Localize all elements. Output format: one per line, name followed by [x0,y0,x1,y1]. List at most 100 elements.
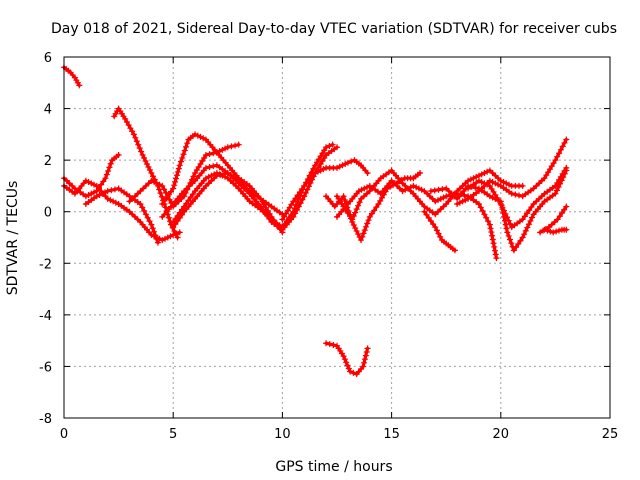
data-point-marker [91,189,98,196]
data-point-marker [110,198,117,205]
data-point-marker [425,214,432,221]
data-point-marker [499,204,506,211]
data-point-marker [490,188,497,195]
data-point-marker [178,158,184,165]
data-point-marker [561,206,568,213]
data-point-marker [330,341,337,348]
data-point-marker [481,180,488,187]
data-point-marker [107,197,114,204]
data-point-marker [284,207,291,214]
data-point-marker [432,224,439,231]
data-point-marker [170,219,177,226]
data-point-marker [525,221,532,228]
data-point-marker [294,199,301,206]
data-point-marker [148,170,155,177]
data-point-marker [563,203,570,210]
data-point-marker [557,173,564,180]
data-point-marker [486,193,493,200]
data-point-marker [308,169,315,176]
data-point-marker [473,173,480,180]
data-point-marker [219,146,226,153]
y-tick-label: -6 [39,360,52,375]
data-point-marker [161,197,168,204]
data-point-marker [364,345,371,352]
data-point-marker [353,228,360,235]
data-point-marker [439,186,446,193]
plot-frame [63,56,611,419]
data-point-marker [123,118,130,125]
data-point-marker [502,221,509,228]
data-point-marker [481,170,488,177]
data-point-marker [107,160,114,167]
data-point-marker [146,167,153,174]
data-point-marker [556,176,563,183]
data-point-marker [108,187,115,194]
data-point-marker [478,171,485,178]
data-point-marker [183,200,190,207]
data-point-marker [293,202,300,209]
data-point-marker [296,189,303,196]
data-point-marker [548,163,555,170]
data-point-marker [363,223,370,230]
data-point-marker [489,179,496,186]
data-point-marker [484,168,491,175]
data-point-marker [459,198,466,205]
data-point-marker [195,164,202,171]
data-point-marker [283,210,290,217]
data-point-marker [529,214,535,221]
data-point-marker [547,228,554,235]
data-point-marker [88,190,95,197]
data-point-marker [194,132,201,139]
series-trace [126,141,242,210]
data-point-marker [291,205,298,212]
data-point-marker [344,362,351,369]
grid-lines [64,57,610,418]
data-point-marker [561,139,568,146]
data-point-marker [310,165,317,172]
data-point-marker [317,161,324,168]
data-point-marker [159,237,166,244]
data-point-marker [192,131,199,138]
data-point-marker [440,194,447,201]
data-point-marker [154,239,161,246]
data-point-marker [355,188,362,195]
data-point-marker [175,165,182,172]
data-point-marker [478,179,485,186]
data-point-marker [96,191,103,198]
data-point-marker [342,161,349,168]
data-point-marker [115,151,122,158]
data-point-marker [519,182,526,189]
data-point-marker [488,229,495,236]
data-point-marker [85,191,92,198]
series-trace [421,208,458,254]
y-tick-label: 4 [44,103,52,118]
data-point-marker [541,175,548,182]
data-point-marker [378,194,385,201]
data-point-marker [148,221,155,228]
data-point-marker [371,207,378,214]
data-point-marker [504,214,511,221]
data-point-marker [559,143,566,150]
data-point-marker [360,230,367,237]
data-point-marker [170,231,177,238]
data-point-marker [138,148,145,155]
data-point-marker [399,188,406,195]
data-point-marker [101,189,108,196]
data-point-marker [232,142,239,149]
data-point-marker [415,185,422,192]
data-point-marker [216,171,223,178]
data-point-marker [206,164,213,171]
data-point-marker [162,235,169,242]
data-point-marker [182,143,189,150]
data-point-marker [519,234,526,241]
data-point-marker [407,184,414,191]
data-point-marker [340,193,347,200]
data-point-marker [139,151,146,158]
data-point-marker [127,125,134,132]
data-point-marker [315,156,322,163]
data-point-marker [159,200,166,207]
data-point-marker [129,128,136,135]
data-point-marker [355,202,362,209]
data-point-marker [550,160,557,167]
data-point-marker [135,141,142,148]
